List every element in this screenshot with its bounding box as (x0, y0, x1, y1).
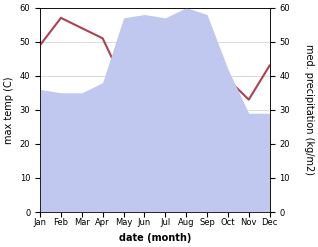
Y-axis label: med. precipitation (kg/m2): med. precipitation (kg/m2) (304, 44, 314, 175)
Y-axis label: max temp (C): max temp (C) (4, 76, 14, 144)
X-axis label: date (month): date (month) (119, 233, 191, 243)
